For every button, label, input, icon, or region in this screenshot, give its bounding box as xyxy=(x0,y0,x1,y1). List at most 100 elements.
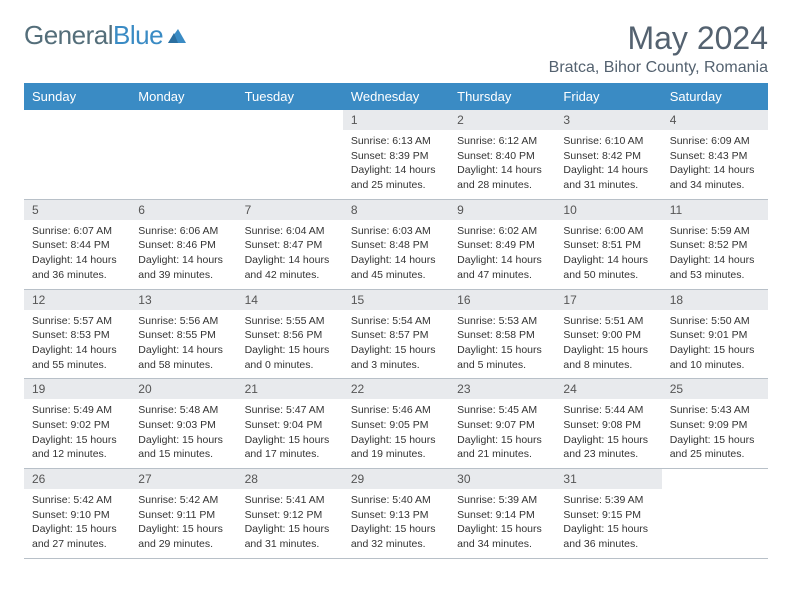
day-details: Sunrise: 5:49 AM Sunset: 9:02 PM Dayligh… xyxy=(24,399,130,468)
calendar-day-cell: 6Sunrise: 6:06 AM Sunset: 8:46 PM Daylig… xyxy=(130,200,236,289)
day-number: 31 xyxy=(555,469,661,489)
day-number: 28 xyxy=(237,469,343,489)
calendar-day-cell: 24Sunrise: 5:44 AM Sunset: 9:08 PM Dayli… xyxy=(555,379,661,468)
day-number: 5 xyxy=(24,200,130,220)
day-details: Sunrise: 6:00 AM Sunset: 8:51 PM Dayligh… xyxy=(555,220,661,289)
weekday-header: Monday xyxy=(130,83,236,110)
day-details: Sunrise: 5:41 AM Sunset: 9:12 PM Dayligh… xyxy=(237,489,343,558)
day-details xyxy=(237,130,343,140)
logo-sail-icon xyxy=(166,21,188,52)
day-number: 17 xyxy=(555,290,661,310)
day-details xyxy=(130,130,236,140)
calendar-day-cell: 8Sunrise: 6:03 AM Sunset: 8:48 PM Daylig… xyxy=(343,200,449,289)
logo-text-blue: Blue xyxy=(113,20,163,51)
day-number: 20 xyxy=(130,379,236,399)
day-details: Sunrise: 5:57 AM Sunset: 8:53 PM Dayligh… xyxy=(24,310,130,379)
day-details: Sunrise: 6:10 AM Sunset: 8:42 PM Dayligh… xyxy=(555,130,661,199)
weekday-header: Sunday xyxy=(24,83,130,110)
day-number: 1 xyxy=(343,110,449,130)
calendar-day-cell: 26Sunrise: 5:42 AM Sunset: 9:10 PM Dayli… xyxy=(24,469,130,558)
weekday-header-row: Sunday Monday Tuesday Wednesday Thursday… xyxy=(24,83,768,110)
day-number: 16 xyxy=(449,290,555,310)
calendar-week-row: 26Sunrise: 5:42 AM Sunset: 9:10 PM Dayli… xyxy=(24,469,768,559)
day-number: 15 xyxy=(343,290,449,310)
day-number xyxy=(24,110,130,130)
weekday-header: Friday xyxy=(555,83,661,110)
day-details: Sunrise: 6:07 AM Sunset: 8:44 PM Dayligh… xyxy=(24,220,130,289)
day-number: 14 xyxy=(237,290,343,310)
day-number: 22 xyxy=(343,379,449,399)
day-details: Sunrise: 5:54 AM Sunset: 8:57 PM Dayligh… xyxy=(343,310,449,379)
calendar-day-cell: 10Sunrise: 6:00 AM Sunset: 8:51 PM Dayli… xyxy=(555,200,661,289)
location-text: Bratca, Bihor County, Romania xyxy=(549,59,768,77)
calendar-day-cell xyxy=(24,110,130,199)
day-details: Sunrise: 5:47 AM Sunset: 9:04 PM Dayligh… xyxy=(237,399,343,468)
day-details: Sunrise: 5:42 AM Sunset: 9:11 PM Dayligh… xyxy=(130,489,236,558)
title-block: May 2024 Bratca, Bihor County, Romania xyxy=(549,20,768,77)
calendar-day-cell xyxy=(237,110,343,199)
day-number xyxy=(662,469,768,489)
day-details: Sunrise: 6:09 AM Sunset: 8:43 PM Dayligh… xyxy=(662,130,768,199)
calendar-day-cell: 9Sunrise: 6:02 AM Sunset: 8:49 PM Daylig… xyxy=(449,200,555,289)
day-number: 4 xyxy=(662,110,768,130)
calendar-day-cell: 28Sunrise: 5:41 AM Sunset: 9:12 PM Dayli… xyxy=(237,469,343,558)
calendar-week-row: 12Sunrise: 5:57 AM Sunset: 8:53 PM Dayli… xyxy=(24,290,768,380)
weekday-header: Thursday xyxy=(449,83,555,110)
calendar-day-cell: 17Sunrise: 5:51 AM Sunset: 9:00 PM Dayli… xyxy=(555,290,661,379)
day-details: Sunrise: 5:39 AM Sunset: 9:14 PM Dayligh… xyxy=(449,489,555,558)
calendar-day-cell: 12Sunrise: 5:57 AM Sunset: 8:53 PM Dayli… xyxy=(24,290,130,379)
calendar-day-cell xyxy=(662,469,768,558)
day-number: 10 xyxy=(555,200,661,220)
day-details: Sunrise: 5:40 AM Sunset: 9:13 PM Dayligh… xyxy=(343,489,449,558)
day-number: 23 xyxy=(449,379,555,399)
day-number: 30 xyxy=(449,469,555,489)
calendar-day-cell: 4Sunrise: 6:09 AM Sunset: 8:43 PM Daylig… xyxy=(662,110,768,199)
weekday-header: Wednesday xyxy=(343,83,449,110)
weekday-header: Tuesday xyxy=(237,83,343,110)
calendar-day-cell: 2Sunrise: 6:12 AM Sunset: 8:40 PM Daylig… xyxy=(449,110,555,199)
day-number: 12 xyxy=(24,290,130,310)
weekday-header: Saturday xyxy=(662,83,768,110)
day-number: 27 xyxy=(130,469,236,489)
day-number: 2 xyxy=(449,110,555,130)
day-details: Sunrise: 6:12 AM Sunset: 8:40 PM Dayligh… xyxy=(449,130,555,199)
day-number: 21 xyxy=(237,379,343,399)
day-details: Sunrise: 5:56 AM Sunset: 8:55 PM Dayligh… xyxy=(130,310,236,379)
day-details: Sunrise: 6:13 AM Sunset: 8:39 PM Dayligh… xyxy=(343,130,449,199)
day-details: Sunrise: 5:45 AM Sunset: 9:07 PM Dayligh… xyxy=(449,399,555,468)
day-number: 8 xyxy=(343,200,449,220)
day-number: 7 xyxy=(237,200,343,220)
day-number xyxy=(130,110,236,130)
calendar-day-cell: 16Sunrise: 5:53 AM Sunset: 8:58 PM Dayli… xyxy=(449,290,555,379)
logo-text-general: General xyxy=(24,20,113,51)
day-number: 25 xyxy=(662,379,768,399)
calendar-day-cell: 18Sunrise: 5:50 AM Sunset: 9:01 PM Dayli… xyxy=(662,290,768,379)
calendar-day-cell: 11Sunrise: 5:59 AM Sunset: 8:52 PM Dayli… xyxy=(662,200,768,289)
day-details: Sunrise: 5:53 AM Sunset: 8:58 PM Dayligh… xyxy=(449,310,555,379)
day-details xyxy=(662,489,768,499)
day-details: Sunrise: 6:03 AM Sunset: 8:48 PM Dayligh… xyxy=(343,220,449,289)
calendar-week-row: 19Sunrise: 5:49 AM Sunset: 9:02 PM Dayli… xyxy=(24,379,768,469)
day-details: Sunrise: 5:39 AM Sunset: 9:15 PM Dayligh… xyxy=(555,489,661,558)
day-number: 29 xyxy=(343,469,449,489)
calendar-week-row: 5Sunrise: 6:07 AM Sunset: 8:44 PM Daylig… xyxy=(24,200,768,290)
day-details: Sunrise: 5:42 AM Sunset: 9:10 PM Dayligh… xyxy=(24,489,130,558)
brand-logo: GeneralBlue xyxy=(24,20,188,51)
calendar-day-cell: 27Sunrise: 5:42 AM Sunset: 9:11 PM Dayli… xyxy=(130,469,236,558)
day-details: Sunrise: 5:55 AM Sunset: 8:56 PM Dayligh… xyxy=(237,310,343,379)
day-number: 26 xyxy=(24,469,130,489)
day-number: 24 xyxy=(555,379,661,399)
calendar-day-cell: 7Sunrise: 6:04 AM Sunset: 8:47 PM Daylig… xyxy=(237,200,343,289)
calendar-day-cell: 1Sunrise: 6:13 AM Sunset: 8:39 PM Daylig… xyxy=(343,110,449,199)
calendar-day-cell: 30Sunrise: 5:39 AM Sunset: 9:14 PM Dayli… xyxy=(449,469,555,558)
day-details: Sunrise: 5:44 AM Sunset: 9:08 PM Dayligh… xyxy=(555,399,661,468)
calendar-day-cell: 19Sunrise: 5:49 AM Sunset: 9:02 PM Dayli… xyxy=(24,379,130,468)
calendar-day-cell: 14Sunrise: 5:55 AM Sunset: 8:56 PM Dayli… xyxy=(237,290,343,379)
day-details: Sunrise: 5:48 AM Sunset: 9:03 PM Dayligh… xyxy=(130,399,236,468)
month-title: May 2024 xyxy=(549,20,768,57)
day-number xyxy=(237,110,343,130)
day-details: Sunrise: 5:59 AM Sunset: 8:52 PM Dayligh… xyxy=(662,220,768,289)
day-details: Sunrise: 6:02 AM Sunset: 8:49 PM Dayligh… xyxy=(449,220,555,289)
day-number: 9 xyxy=(449,200,555,220)
calendar-day-cell: 25Sunrise: 5:43 AM Sunset: 9:09 PM Dayli… xyxy=(662,379,768,468)
